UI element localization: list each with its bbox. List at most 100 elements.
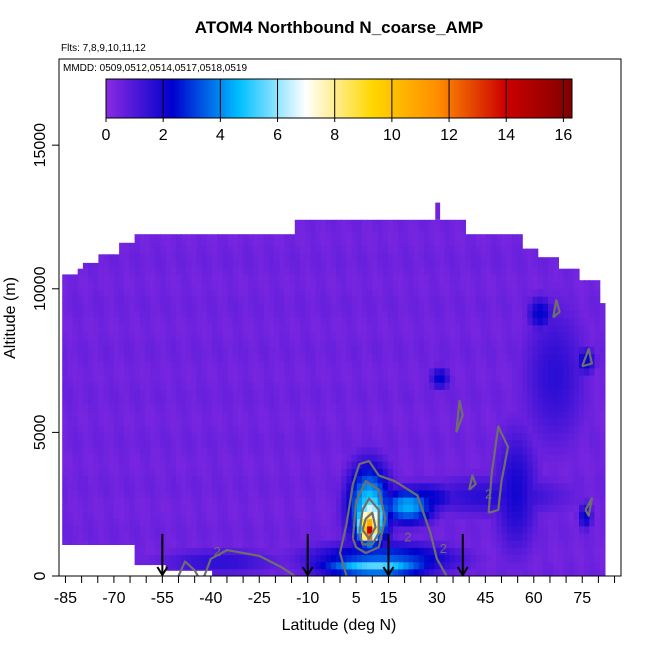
heatmap-cell — [480, 504, 487, 512]
heatmap-cell — [72, 439, 79, 448]
heatmap-cell — [227, 525, 234, 534]
heatmap-cell — [501, 432, 508, 441]
heatmap-cell — [134, 418, 141, 426]
heatmap-cell — [418, 475, 425, 484]
heatmap-cell — [103, 267, 110, 275]
heatmap-cell — [403, 367, 410, 376]
heatmap-cell — [393, 453, 399, 462]
heatmap-cell — [201, 439, 208, 448]
heatmap-cell — [367, 489, 373, 498]
heatmap-cell — [387, 554, 394, 563]
heatmap-cell — [150, 511, 156, 520]
heatmap-cell — [331, 418, 337, 426]
heatmap-cell — [294, 432, 301, 441]
heatmap-cell — [310, 489, 317, 498]
heatmap-cell — [455, 367, 461, 376]
heatmap-cell — [506, 317, 513, 326]
heatmap-cell — [480, 453, 487, 462]
heatmap-cell — [429, 303, 435, 311]
heatmap-cell — [263, 475, 270, 484]
heatmap-cell — [325, 245, 332, 254]
heatmap-cell — [325, 504, 332, 512]
heatmap-cell — [522, 439, 528, 448]
heatmap-cell — [532, 532, 539, 541]
heatmap-cell — [201, 288, 208, 297]
heatmap-cell — [408, 497, 415, 505]
heatmap-cell — [119, 410, 125, 419]
heatmap-cell — [150, 432, 156, 441]
heatmap-cell — [124, 267, 130, 275]
heatmap-cell — [517, 532, 523, 541]
heatmap-cell — [299, 418, 306, 426]
heatmap-cell — [465, 554, 472, 563]
heatmap-cell — [341, 303, 348, 311]
heatmap-cell — [108, 260, 115, 268]
heatmap-cell — [511, 489, 518, 498]
heatmap-cell — [268, 331, 275, 340]
heatmap-cell — [268, 504, 275, 512]
heatmap-cell — [579, 403, 585, 412]
heatmap-cell — [139, 432, 146, 441]
contour-line — [203, 549, 296, 576]
heatmap-cell — [315, 425, 322, 433]
heatmap-cell — [356, 453, 363, 462]
heatmap-cell — [367, 353, 373, 362]
heatmap-cell — [563, 360, 570, 369]
heatmap-cell — [480, 403, 487, 412]
heatmap-cell — [548, 568, 554, 576]
heatmap-cell — [455, 245, 461, 254]
heatmap-cell — [465, 432, 472, 441]
heatmap-cell — [439, 547, 446, 556]
heatmap-cell — [129, 518, 136, 527]
heatmap-cell — [144, 303, 151, 311]
heatmap-cell — [72, 511, 79, 520]
heatmap-cell — [305, 219, 311, 225]
heatmap-cell — [263, 518, 270, 527]
heatmap-cell — [408, 346, 415, 354]
heatmap-cell — [243, 475, 249, 484]
heatmap-cell — [67, 296, 74, 304]
heatmap-cell — [496, 331, 503, 340]
heatmap-cell — [491, 252, 497, 261]
heatmap-cell — [119, 518, 125, 527]
heatmap-cell — [325, 224, 332, 232]
heatmap-cell — [150, 331, 156, 340]
heatmap-cell — [589, 468, 596, 477]
heatmap-cell — [356, 288, 363, 297]
heatmap-cell — [201, 353, 208, 362]
heatmap-cell — [434, 489, 441, 498]
heatmap-cell — [315, 547, 322, 556]
heatmap-cell — [506, 288, 513, 297]
heatmap-cell — [88, 382, 94, 390]
heatmap-cell — [160, 281, 167, 290]
heatmap-cell — [486, 511, 492, 520]
heatmap-cell — [212, 547, 218, 556]
heatmap-cell — [594, 461, 601, 469]
heatmap-cell — [274, 482, 280, 491]
heatmap-cell — [237, 453, 244, 462]
heatmap-cell — [362, 224, 368, 232]
heatmap-cell — [522, 468, 528, 477]
heatmap-cell — [594, 504, 601, 512]
heatmap-cell — [305, 389, 311, 398]
heatmap-cell — [181, 432, 187, 441]
heatmap-cell — [460, 346, 466, 354]
heatmap-cell — [82, 331, 89, 340]
heatmap-cell — [62, 382, 68, 390]
heatmap-cell — [139, 324, 146, 333]
heatmap-cell — [449, 231, 456, 240]
colorbar-ticks: 0 2 4 6 8 10 12 14 16 — [102, 79, 572, 144]
heatmap-cell — [289, 410, 296, 419]
heatmap-cell — [186, 396, 193, 405]
heatmap-cell — [108, 288, 115, 297]
heatmap-cell — [196, 274, 203, 283]
heatmap-cell — [103, 410, 110, 419]
heatmap-cell — [108, 525, 115, 534]
heatmap-cell — [108, 482, 115, 491]
heatmap-cell — [434, 310, 441, 319]
heatmap-cell — [506, 540, 513, 548]
heatmap-cell — [439, 231, 446, 240]
heatmap-cell — [289, 339, 296, 347]
heatmap-cell — [165, 554, 172, 563]
heatmap-cell — [418, 540, 425, 548]
